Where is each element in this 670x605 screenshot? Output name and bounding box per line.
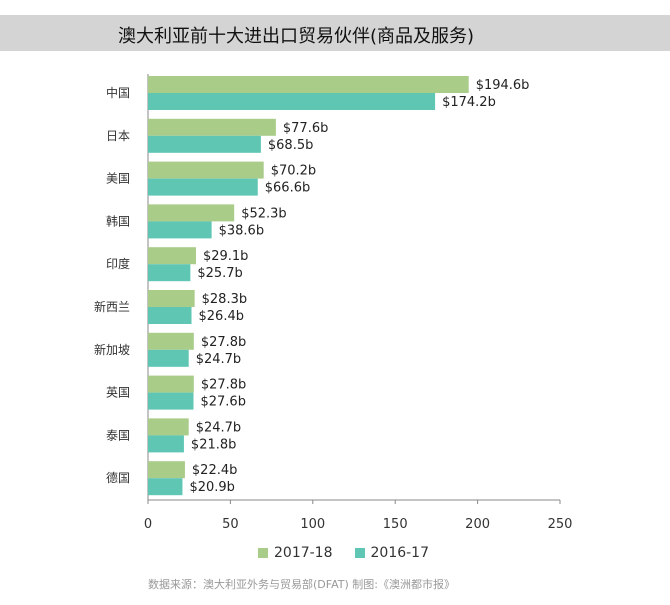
data-label-2017-18: $27.8b: [201, 335, 246, 350]
legend-swatch-2017-18: [258, 548, 268, 558]
data-label-2017-18: $24.7b: [196, 420, 241, 435]
bar-2016-17: [148, 435, 184, 453]
data-label-2017-18: $194.6b: [476, 78, 530, 93]
x-tick-label: 100: [300, 517, 325, 532]
data-label-2016-17: $25.7b: [197, 266, 242, 281]
bar-2017-18: [148, 290, 195, 307]
bar-2017-18: [148, 161, 264, 179]
bar-2016-17: [148, 135, 261, 153]
bar-2017-18: [148, 76, 469, 93]
legend-label-2016-17: 2016-17: [370, 545, 430, 561]
legend-item-2017-18: 2017-18: [258, 545, 333, 561]
data-label-2016-17: $24.7b: [196, 352, 241, 367]
bar-2017-18: [148, 332, 194, 350]
data-label-2016-17: $20.9b: [189, 480, 234, 495]
bar-2016-17: [148, 178, 258, 196]
data-label-2017-18: $29.1b: [203, 249, 248, 264]
data-label-2017-18: $28.3b: [202, 292, 247, 307]
bar-2016-17: [148, 349, 189, 367]
x-tick-label: 0: [144, 517, 152, 532]
data-label-2016-17: $26.4b: [199, 309, 244, 324]
legend-item-2016-17: 2016-17: [354, 545, 430, 561]
data-label-2016-17: $21.8b: [191, 437, 236, 452]
category-label: 德国: [106, 470, 130, 485]
x-tick-label: 250: [548, 517, 573, 532]
bar-2016-17: [148, 264, 191, 282]
bar-2016-17: [148, 392, 194, 410]
legend-label-2017-18: 2017-18: [274, 545, 333, 561]
category-label: 日本: [106, 129, 130, 143]
category-label: 韩国: [106, 213, 130, 228]
data-label-2016-17: $38.6b: [219, 223, 264, 238]
category-label: 中国: [106, 85, 130, 100]
data-label-2017-18: $27.8b: [201, 378, 246, 393]
category-label: 新加坡: [94, 342, 130, 357]
data-label-2017-18: $70.2b: [271, 164, 316, 179]
bar-2016-17: [148, 307, 192, 324]
data-label-2016-17: $27.6b: [200, 395, 245, 410]
bar-2016-17: [148, 478, 183, 496]
bar-2017-18: [148, 118, 276, 136]
data-label-2016-17: $68.5b: [268, 138, 313, 153]
x-tick-label: 200: [465, 517, 490, 532]
category-label: 泰国: [106, 428, 130, 442]
data-label-2017-18: $52.3b: [241, 206, 286, 221]
data-label-2017-18: $77.6b: [283, 121, 328, 136]
data-label-2016-17: $66.6b: [265, 181, 310, 196]
bar-2016-17: [148, 93, 436, 110]
title-band: 澳大利亚前十大进出口贸易伙伴(商品及服务): [0, 15, 670, 51]
legend-swatch-2016-17: [354, 548, 365, 558]
category-label: 美国: [106, 172, 130, 186]
x-tick-label: 50: [222, 517, 239, 532]
category-label: 英国: [106, 386, 130, 400]
source-note: 数据来源：澳大利亚外务与贸易部(DFAT) 制图:《澳洲都市报》: [148, 578, 455, 591]
x-tick-label: 150: [383, 517, 408, 532]
data-label-2017-18: $22.4b: [192, 463, 237, 478]
category-label: 新西兰: [94, 299, 130, 314]
category-label: 印度: [106, 256, 130, 271]
bar-2017-18: [148, 418, 189, 436]
chart-title: 澳大利亚前十大进出口贸易伙伴(商品及服务): [118, 26, 475, 47]
data-label-2016-17: $174.2b: [442, 95, 496, 110]
bar-2017-18: [148, 247, 196, 265]
bar-2017-18: [148, 204, 235, 222]
bar-2016-17: [148, 221, 212, 239]
bar-2017-18: [148, 461, 185, 479]
legend: 2017-18 2016-17: [258, 545, 429, 561]
bar-2017-18: [148, 375, 194, 393]
